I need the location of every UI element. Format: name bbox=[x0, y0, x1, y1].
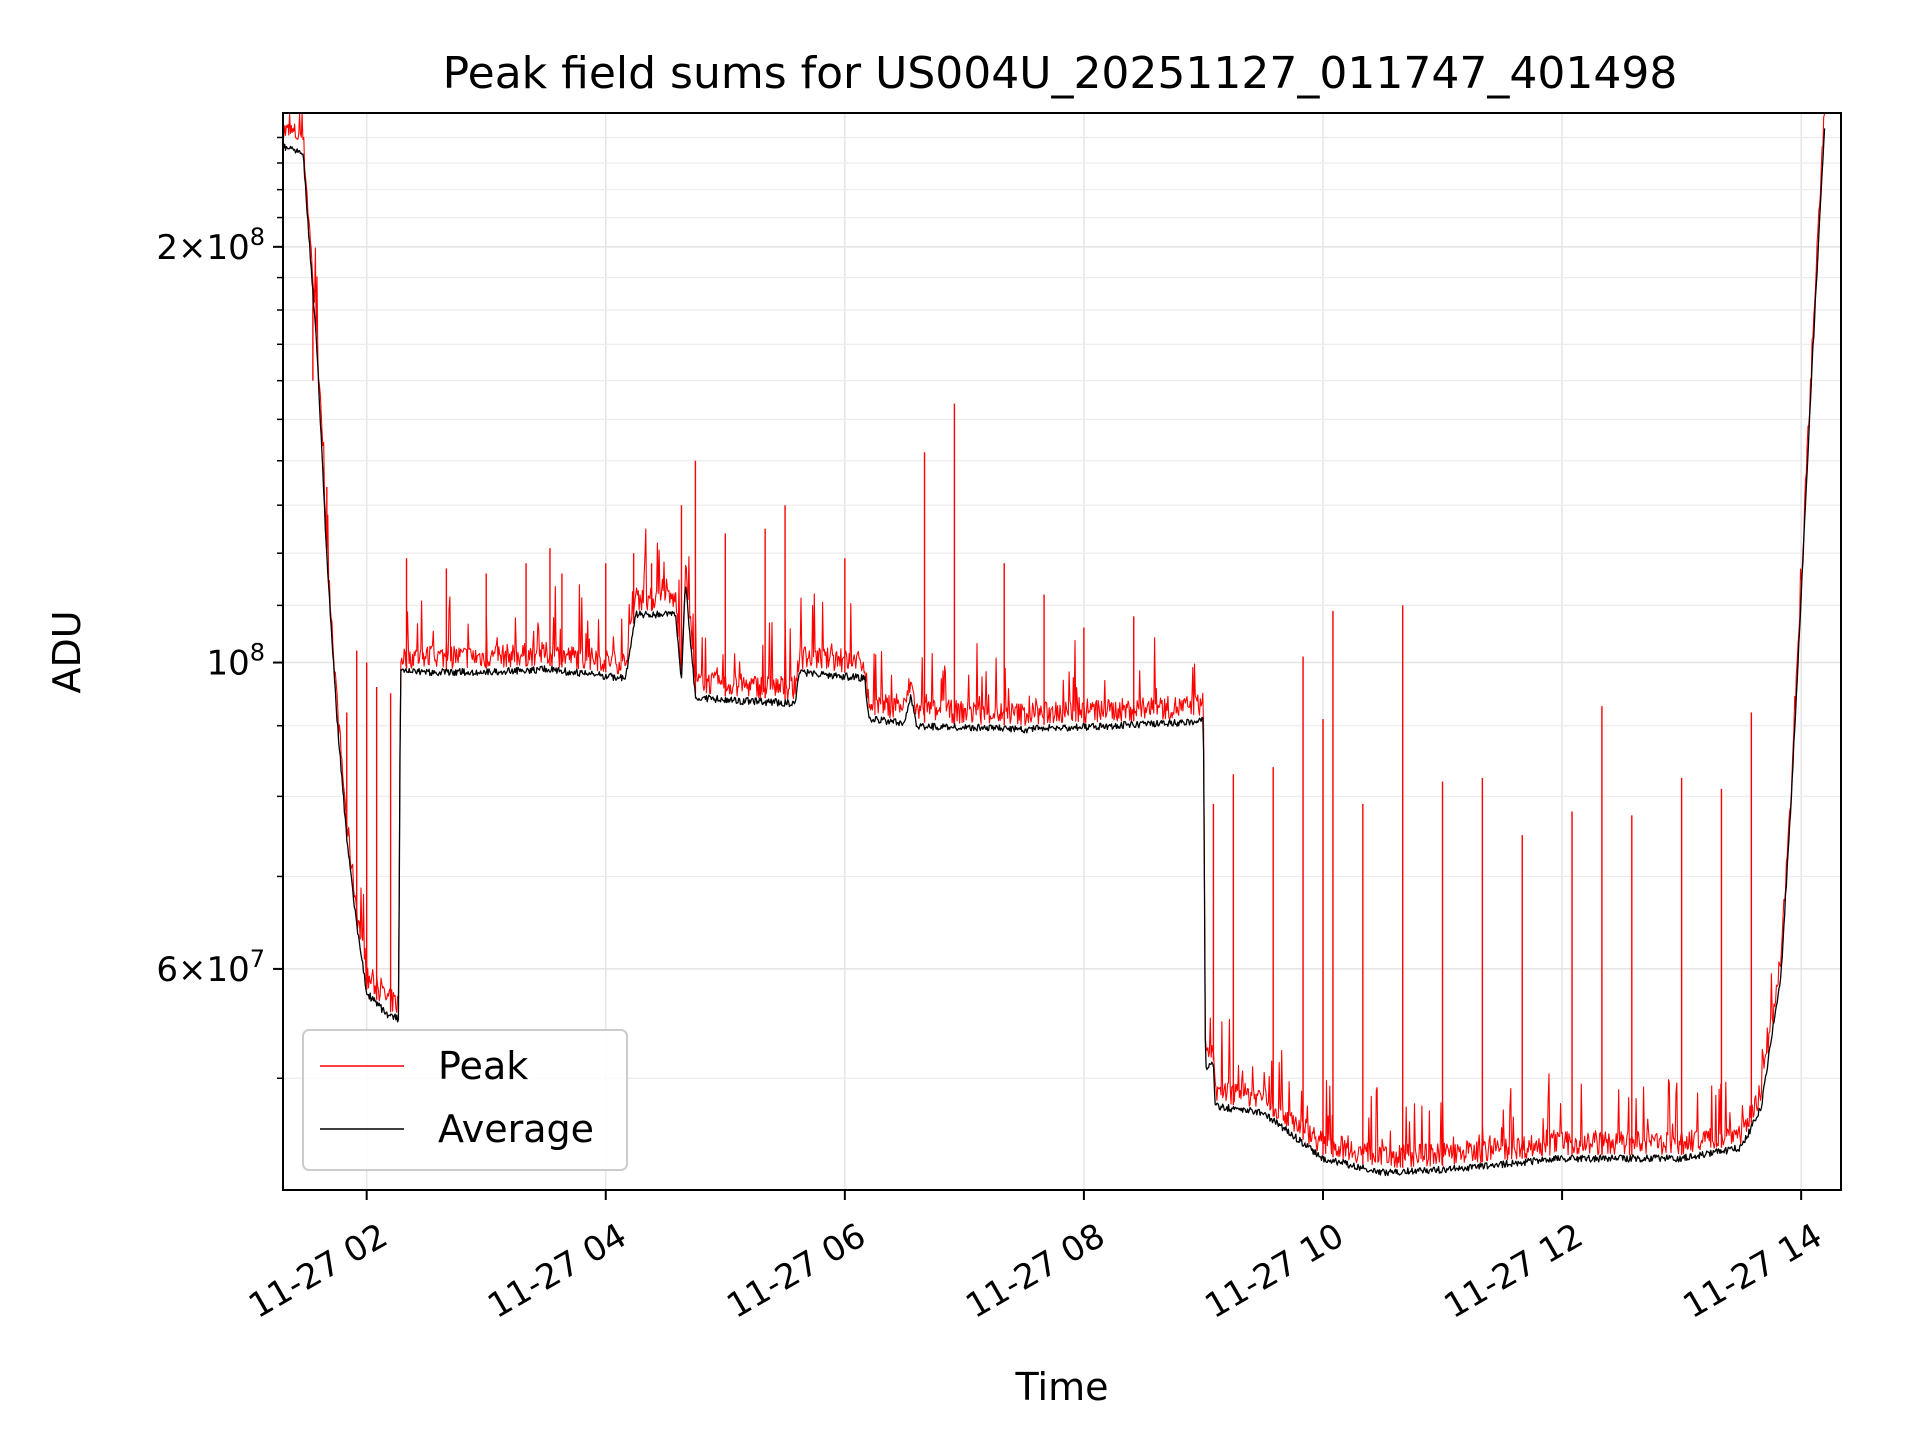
peak-series-line bbox=[283, 113, 1826, 1168]
grid bbox=[283, 113, 1841, 1190]
average-series-line bbox=[283, 128, 1826, 1177]
plot-area bbox=[283, 113, 1826, 1177]
legend-box bbox=[302, 1029, 628, 1171]
legend-label-peak: Peak bbox=[438, 1044, 528, 1088]
x-axis-label: Time bbox=[1015, 1365, 1109, 1409]
chart-title: Peak field sums for US004U_20251127_0117… bbox=[443, 48, 1678, 99]
y-tick-label: 6×107 bbox=[156, 945, 265, 990]
axes-frame bbox=[282, 112, 1842, 1191]
y-axis-label: ADU bbox=[45, 610, 89, 693]
legend-label-average: Average bbox=[438, 1107, 594, 1151]
y-tick-label: 108 bbox=[206, 639, 265, 684]
y-tick-label: 2×108 bbox=[156, 223, 265, 268]
y-axis: 6×107 108 2×108 bbox=[156, 136, 283, 1079]
legend: Peak Average bbox=[302, 1029, 628, 1171]
